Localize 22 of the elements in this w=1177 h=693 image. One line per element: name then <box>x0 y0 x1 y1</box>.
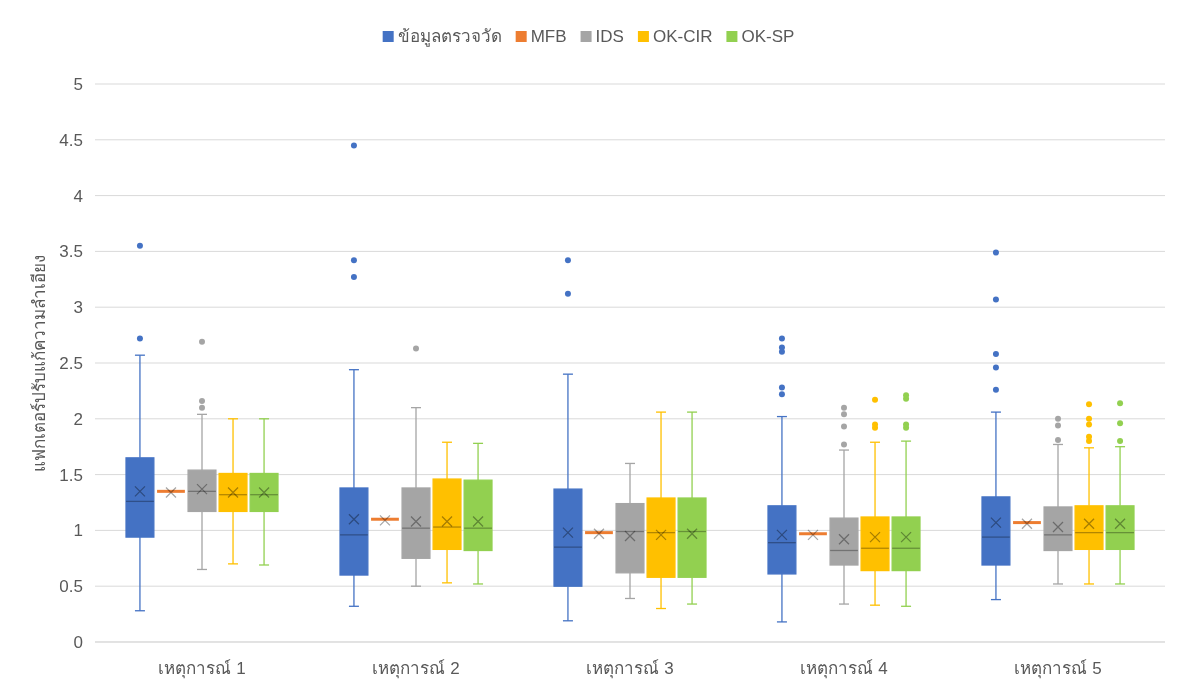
y-tick-label: 0.5 <box>59 577 83 597</box>
legend-label: OK-CIR <box>652 27 713 46</box>
y-axis-title: แฟกเตอร์ปรับแก้ความลำเอียง <box>30 254 49 472</box>
x-tick-label: เหตุการณ์ 4 <box>800 659 888 679</box>
y-tick-label: 1.5 <box>59 465 83 485</box>
y-tick-label: 4.5 <box>59 130 83 150</box>
y-tick-label: 3 <box>73 298 83 318</box>
x-tick-label: เหตุการณ์ 2 <box>372 659 460 679</box>
legend-label: MFB <box>530 27 567 46</box>
y-tick-label: 5 <box>73 75 83 94</box>
y-tick-label: 4 <box>73 186 83 206</box>
x-tick-label: เหตุการณ์ 3 <box>586 659 674 679</box>
x-tick-label: เหตุการณ์ 1 <box>158 659 246 679</box>
y-tick-label: 2 <box>73 409 83 429</box>
legend-label: ข้อมูลตรวจวัด <box>397 27 502 47</box>
y-tick-label: 0 <box>73 633 83 652</box>
x-tick-label: เหตุการณ์ 5 <box>1014 659 1102 679</box>
y-tick-label: 1 <box>73 521 83 541</box>
legend-label: OK-SP <box>741 27 795 46</box>
legend-label: IDS <box>595 27 624 46</box>
y-tick-label: 3.5 <box>59 242 83 262</box>
y-tick-label: 2.5 <box>59 354 83 373</box>
